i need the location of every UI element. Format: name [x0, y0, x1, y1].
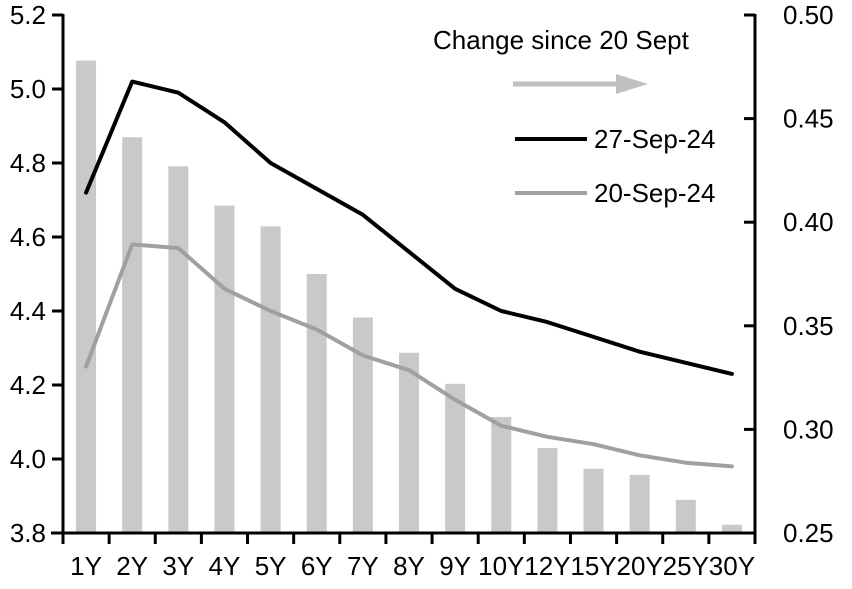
- bar-change-6Y: [306, 274, 327, 533]
- x-axis-category-label: 30Y: [709, 551, 755, 581]
- bar-change-4Y: [214, 205, 235, 533]
- x-axis-category-label: 2Y: [116, 551, 148, 581]
- legend-item-27sep: 27-Sep-24: [515, 123, 716, 154]
- x-axis-category-label: 3Y: [162, 551, 194, 581]
- series-line-20-sep-24: [84, 242, 734, 469]
- x-axis-category-label: 25Y: [663, 551, 709, 581]
- x-axis-category-label: 7Y: [347, 551, 379, 581]
- bar-change-5Y: [260, 226, 281, 533]
- line-swatch-27sep: [515, 137, 587, 141]
- legend-label-20sep: 20-Sep-24: [594, 177, 716, 208]
- x-axis-category-label: 5Y: [255, 551, 287, 581]
- left-axis-tick-label: 4.4: [10, 296, 46, 326]
- x-axis-category-label: 1Y: [70, 551, 102, 581]
- x-axis-category-label: 15Y: [570, 551, 616, 581]
- right-axis-tick-label: 0.50: [783, 0, 834, 30]
- left-axis-tick-label: 4.0: [10, 444, 46, 474]
- x-axis-category-label: 10Y: [478, 551, 524, 581]
- right-axis-tick-label: 0.40: [783, 207, 834, 237]
- bar-change-12Y: [537, 448, 558, 533]
- bar-change-3Y: [168, 166, 189, 534]
- right-axis-tick-label: 0.25: [783, 518, 834, 548]
- x-axis-category-label: 12Y: [524, 551, 570, 581]
- line-swatch-20sep: [515, 191, 587, 195]
- right-axis-tick-label: 0.45: [783, 104, 834, 134]
- x-axis-category-label: 6Y: [301, 551, 333, 581]
- left-axis-tick-label: 3.8: [10, 518, 46, 548]
- bar-change-8Y: [399, 352, 419, 533]
- left-axis-tick-label: 4.2: [10, 370, 46, 400]
- right-axis-tick-label: 0.35: [783, 311, 834, 341]
- legend-label-27sep: 27-Sep-24: [594, 123, 716, 154]
- x-axis-category-label: 9Y: [439, 551, 471, 581]
- right-axis-tick-label: 0.30: [783, 414, 834, 444]
- series-line-27-sep-24: [84, 79, 734, 376]
- bar-change-20Y: [629, 474, 650, 533]
- change-arrow-icon: [513, 73, 649, 95]
- bar-change-10Y: [491, 416, 512, 533]
- x-axis-category-label: 8Y: [393, 551, 425, 581]
- x-axis-category-label: 4Y: [209, 551, 241, 581]
- left-axis-tick-label: 5.0: [10, 74, 46, 104]
- bar-change-2Y: [122, 137, 143, 534]
- legend-title: Change since 20 Sept: [433, 25, 689, 55]
- left-axis-tick-label: 4.6: [10, 222, 46, 252]
- x-axis-category-label: 20Y: [617, 551, 663, 581]
- bar-change-30Y: [721, 524, 742, 533]
- bar-change-1Y: [76, 60, 97, 534]
- legend-item-20sep: 20-Sep-24: [515, 177, 716, 208]
- bar-change-25Y: [675, 499, 696, 533]
- left-axis-tick-label: 5.2: [10, 0, 46, 30]
- bar-change-9Y: [445, 383, 466, 533]
- left-axis-tick-label: 4.8: [10, 148, 46, 178]
- bar-change-7Y: [352, 317, 373, 533]
- bar-change-15Y: [583, 468, 604, 533]
